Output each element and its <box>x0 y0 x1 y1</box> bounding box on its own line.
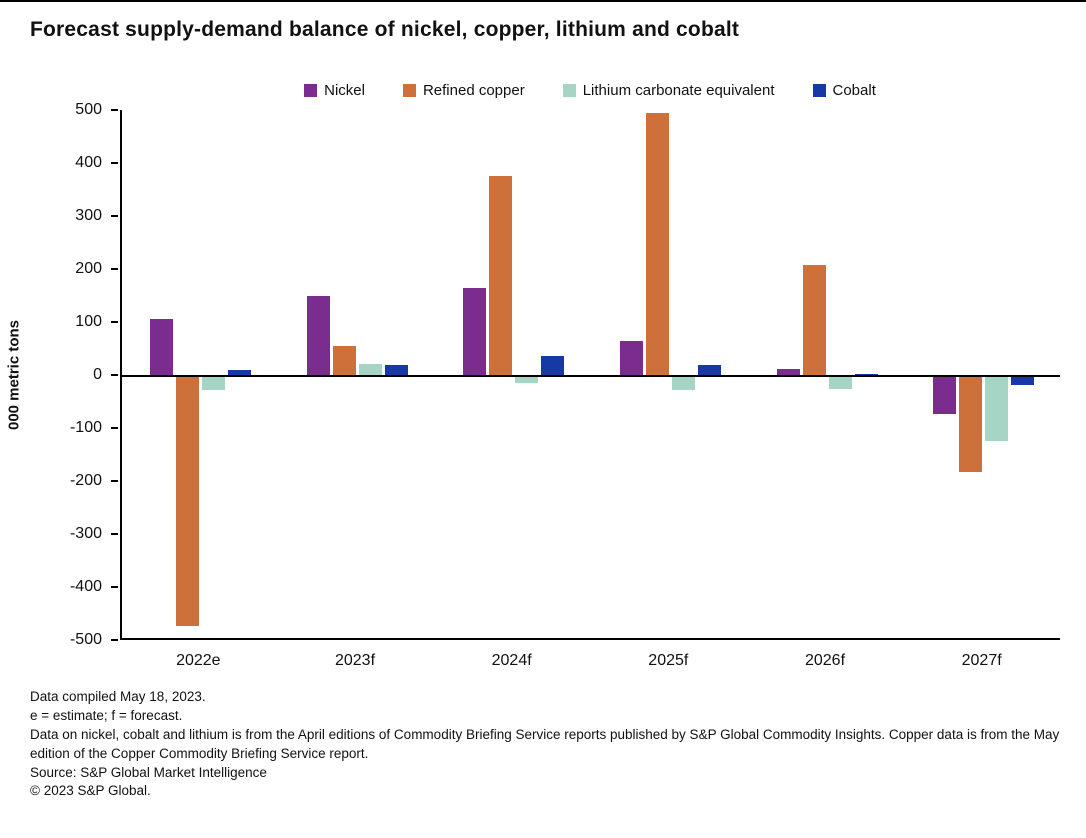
bar-cobalt <box>541 356 565 375</box>
bar-nickel <box>149 319 173 375</box>
chart-title: Forecast supply-demand balance of nickel… <box>30 18 740 41</box>
y-tick-mark <box>111 480 118 482</box>
y-tick-mark <box>111 533 118 535</box>
footnotes: Data compiled May 18, 2023. e = estimate… <box>30 688 1066 801</box>
bar-cobalt <box>384 365 408 375</box>
x-axis-labels: 2022e 2023f 2024f 2025f 2026f 2027f <box>120 652 1060 676</box>
x-axis-label: 2024f <box>491 652 532 669</box>
legend-label: Cobalt <box>832 82 876 99</box>
x-axis-label: 2022e <box>176 652 221 669</box>
bar-group <box>463 110 565 640</box>
bar-refined-copper <box>959 377 983 473</box>
bar-cobalt <box>227 369 251 375</box>
y-tick-label: -100 <box>69 419 102 436</box>
bar-group <box>776 110 878 640</box>
y-tick-label: 0 <box>93 366 102 383</box>
y-tick-mark <box>111 109 118 111</box>
bar-lithium-carbonate-equivalent <box>828 377 852 389</box>
bar-refined-copper <box>645 112 669 375</box>
bar-nickel <box>463 287 487 375</box>
legend-swatch-icon <box>812 84 826 97</box>
legend-label: Refined copper <box>422 82 525 99</box>
bar-group <box>306 110 408 640</box>
y-tick-mark <box>111 215 118 217</box>
y-tick-label: 400 <box>75 154 102 171</box>
y-tick-mark <box>111 374 118 376</box>
bar-lithium-carbonate-equivalent <box>515 377 539 384</box>
y-tick-mark <box>111 321 118 323</box>
y-tick-label: -400 <box>69 578 102 595</box>
legend-swatch-icon <box>562 84 576 97</box>
zero-line <box>122 375 1060 377</box>
footnote-estimate-forecast: e = estimate; f = forecast. <box>30 707 183 723</box>
legend-label: Nickel <box>324 82 365 99</box>
x-axis-label: 2026f <box>804 652 846 669</box>
bar-refined-copper <box>175 377 199 627</box>
bar-refined-copper <box>802 265 826 375</box>
bar-group <box>149 110 251 640</box>
y-tick-label: 200 <box>75 260 102 277</box>
y-tick-mark <box>111 162 118 164</box>
footnote-data-sources: Data on nickel, cobalt and lithium is fr… <box>30 726 1060 761</box>
legend-item: Cobalt <box>812 82 876 99</box>
bar-nickel <box>776 368 800 375</box>
footnote-data-compiled: Data compiled May 18, 2023. <box>30 689 206 704</box>
bar-cobalt <box>1011 377 1035 385</box>
y-tick-label: -500 <box>69 631 102 648</box>
bar-group <box>933 110 1035 640</box>
x-axis-label: 2023f <box>334 652 376 669</box>
y-tick-label: 500 <box>75 101 102 118</box>
legend-swatch-icon <box>304 84 318 97</box>
footnote-source: Source: S&P Global Market Intelligence <box>30 764 267 780</box>
bar-cobalt <box>854 373 878 375</box>
legend-item: Nickel <box>304 82 365 99</box>
legend-swatch-icon <box>402 84 416 97</box>
bar-nickel <box>933 377 957 415</box>
legend-item: Refined copper <box>402 82 525 99</box>
bar-lithium-carbonate-equivalent <box>985 377 1009 441</box>
x-axis-label: 2025f <box>648 652 689 669</box>
plot-area <box>120 110 1060 640</box>
bar-lithium-carbonate-equivalent <box>671 377 695 391</box>
bar-refined-copper <box>489 176 513 375</box>
x-axis-label: 2027f <box>961 652 1002 669</box>
y-tick-label: -200 <box>69 472 102 489</box>
y-tick-label: 100 <box>75 313 102 330</box>
bar-lithium-carbonate-equivalent <box>201 377 225 391</box>
y-tick-mark <box>111 586 118 588</box>
y-axis-labels: 500 400 300 200 100 0 -100 -200 -300 -400 -500 <box>0 101 118 648</box>
bar-group <box>619 110 721 640</box>
y-tick-mark <box>111 427 118 429</box>
bar-lithium-carbonate-equivalent <box>358 364 382 375</box>
y-tick-label: -300 <box>69 525 102 542</box>
footnote-copyright: © 2023 S&P Global. <box>30 783 151 799</box>
legend: Nickel Refined copper Lithium carbonate eq… <box>120 82 1060 99</box>
legend-item: Lithium carbonate equivalent <box>562 82 775 99</box>
bar-nickel <box>306 295 330 375</box>
y-tick-mark <box>111 268 118 270</box>
bar-refined-copper <box>332 345 356 375</box>
y-tick-mark <box>111 639 118 641</box>
bar-cobalt <box>697 365 721 375</box>
legend-label: Lithium carbonate equivalent <box>582 82 775 99</box>
y-tick-label: 300 <box>75 207 102 224</box>
bar-nickel <box>619 340 643 375</box>
